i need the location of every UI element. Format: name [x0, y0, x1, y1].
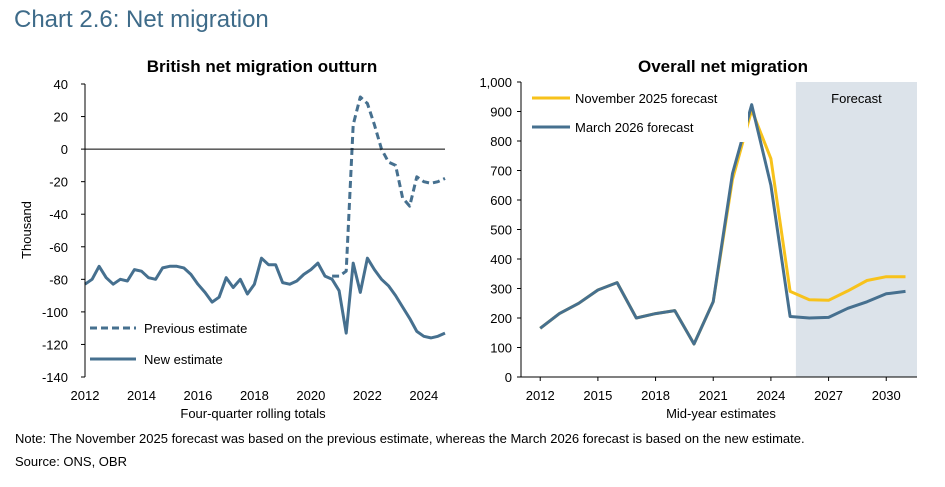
x-tick-label: 2027 — [814, 388, 843, 403]
y-tick-label: 300 — [490, 282, 512, 297]
y-tick-label: -20 — [49, 175, 68, 190]
y-tick-label: 500 — [490, 223, 512, 238]
x-tick-label: 2021 — [699, 388, 728, 403]
legend-label-march-2026-forecast: March 2026 forecast — [575, 120, 694, 135]
chart-title: Overall net migration — [638, 57, 808, 76]
forecast-region — [795, 82, 917, 377]
x-tick-label: 2018 — [641, 388, 670, 403]
y-tick-label: -40 — [49, 207, 68, 222]
y-tick-label: 0 — [61, 142, 68, 157]
x-tick-label: 2012 — [71, 388, 100, 403]
y-tick-labels: -140 -120 -100 -80 -60 -40 -20 0 20 40 — [42, 77, 85, 385]
series-line-march-2026-forecast — [539, 103, 906, 346]
y-tick-label: -100 — [42, 305, 68, 320]
y-tick-labels: 0 100 200 300 400 500 600 700 800 900 1,000 — [479, 75, 521, 385]
y-tick-label: -120 — [42, 337, 68, 352]
forecast-region-label: Forecast — [831, 91, 882, 106]
x-tick-label: 2024 — [756, 388, 785, 403]
plot-lines — [539, 103, 906, 346]
x-tick-label: 2024 — [409, 388, 438, 403]
y-tick-label: 20 — [54, 110, 68, 125]
x-tick-label: 2014 — [127, 388, 156, 403]
x-tick-labels: 2012 2015 2018 2021 2024 2027 2030 — [526, 377, 901, 403]
y-tick-label: 100 — [490, 341, 512, 356]
x-tick-label: 2018 — [240, 388, 269, 403]
chart-source: Source: ONS, OBR — [15, 454, 127, 469]
chart-overall-net-migration: Overall net migration Forecast 0 100 200 30… — [479, 57, 917, 421]
x-tick-label: 2015 — [583, 388, 612, 403]
series-line-previous-estimate — [332, 95, 446, 278]
x-axis-label: Mid-year estimates — [666, 406, 776, 421]
y-tick-label: 40 — [54, 77, 68, 92]
y-tick-label: 900 — [490, 105, 512, 120]
y-tick-label: 200 — [490, 311, 512, 326]
y-tick-label: 1,000 — [479, 75, 512, 90]
x-tick-label: 2022 — [353, 388, 382, 403]
x-tick-label: 2020 — [296, 388, 325, 403]
y-tick-label: 700 — [490, 164, 512, 179]
y-tick-label: -80 — [49, 272, 68, 287]
legend-label-previous-estimate: Previous estimate — [144, 321, 247, 336]
plot-lines — [84, 95, 446, 340]
legend-label-november-2025-forecast: November 2025 forecast — [575, 91, 718, 106]
y-tick-label: 600 — [490, 193, 512, 208]
chart-title: British net migration outturn — [147, 57, 377, 76]
chart-heading: Chart 2.6: Net migration — [14, 6, 269, 33]
x-tick-label: 2012 — [526, 388, 555, 403]
legend-label-new-estimate: New estimate — [144, 352, 223, 367]
x-tick-labels: 2012 2014 2016 2018 2020 2022 2024 — [71, 388, 439, 403]
x-axis-label: Four-quarter rolling totals — [180, 406, 326, 421]
y-tick-label: 800 — [490, 134, 512, 149]
x-tick-label: 2016 — [183, 388, 212, 403]
legend: November 2025 forecast March 2026 foreca… — [526, 86, 748, 142]
x-tick-label: 2030 — [872, 388, 901, 403]
series-line-new-estimate — [84, 256, 446, 340]
y-tick-label: 0 — [505, 370, 512, 385]
chart-note: Note: The November 2025 forecast was bas… — [15, 431, 805, 446]
y-tick-label: -60 — [49, 240, 68, 255]
y-axis-label: Thousand — [19, 201, 34, 259]
y-tick-label: -140 — [42, 370, 68, 385]
y-tick-label: 400 — [490, 252, 512, 267]
legend: Previous estimate New estimate — [90, 321, 247, 367]
chart-british-net-migration: British net migration outturn -140-120-1… — [19, 57, 446, 421]
legend-background — [526, 86, 748, 142]
